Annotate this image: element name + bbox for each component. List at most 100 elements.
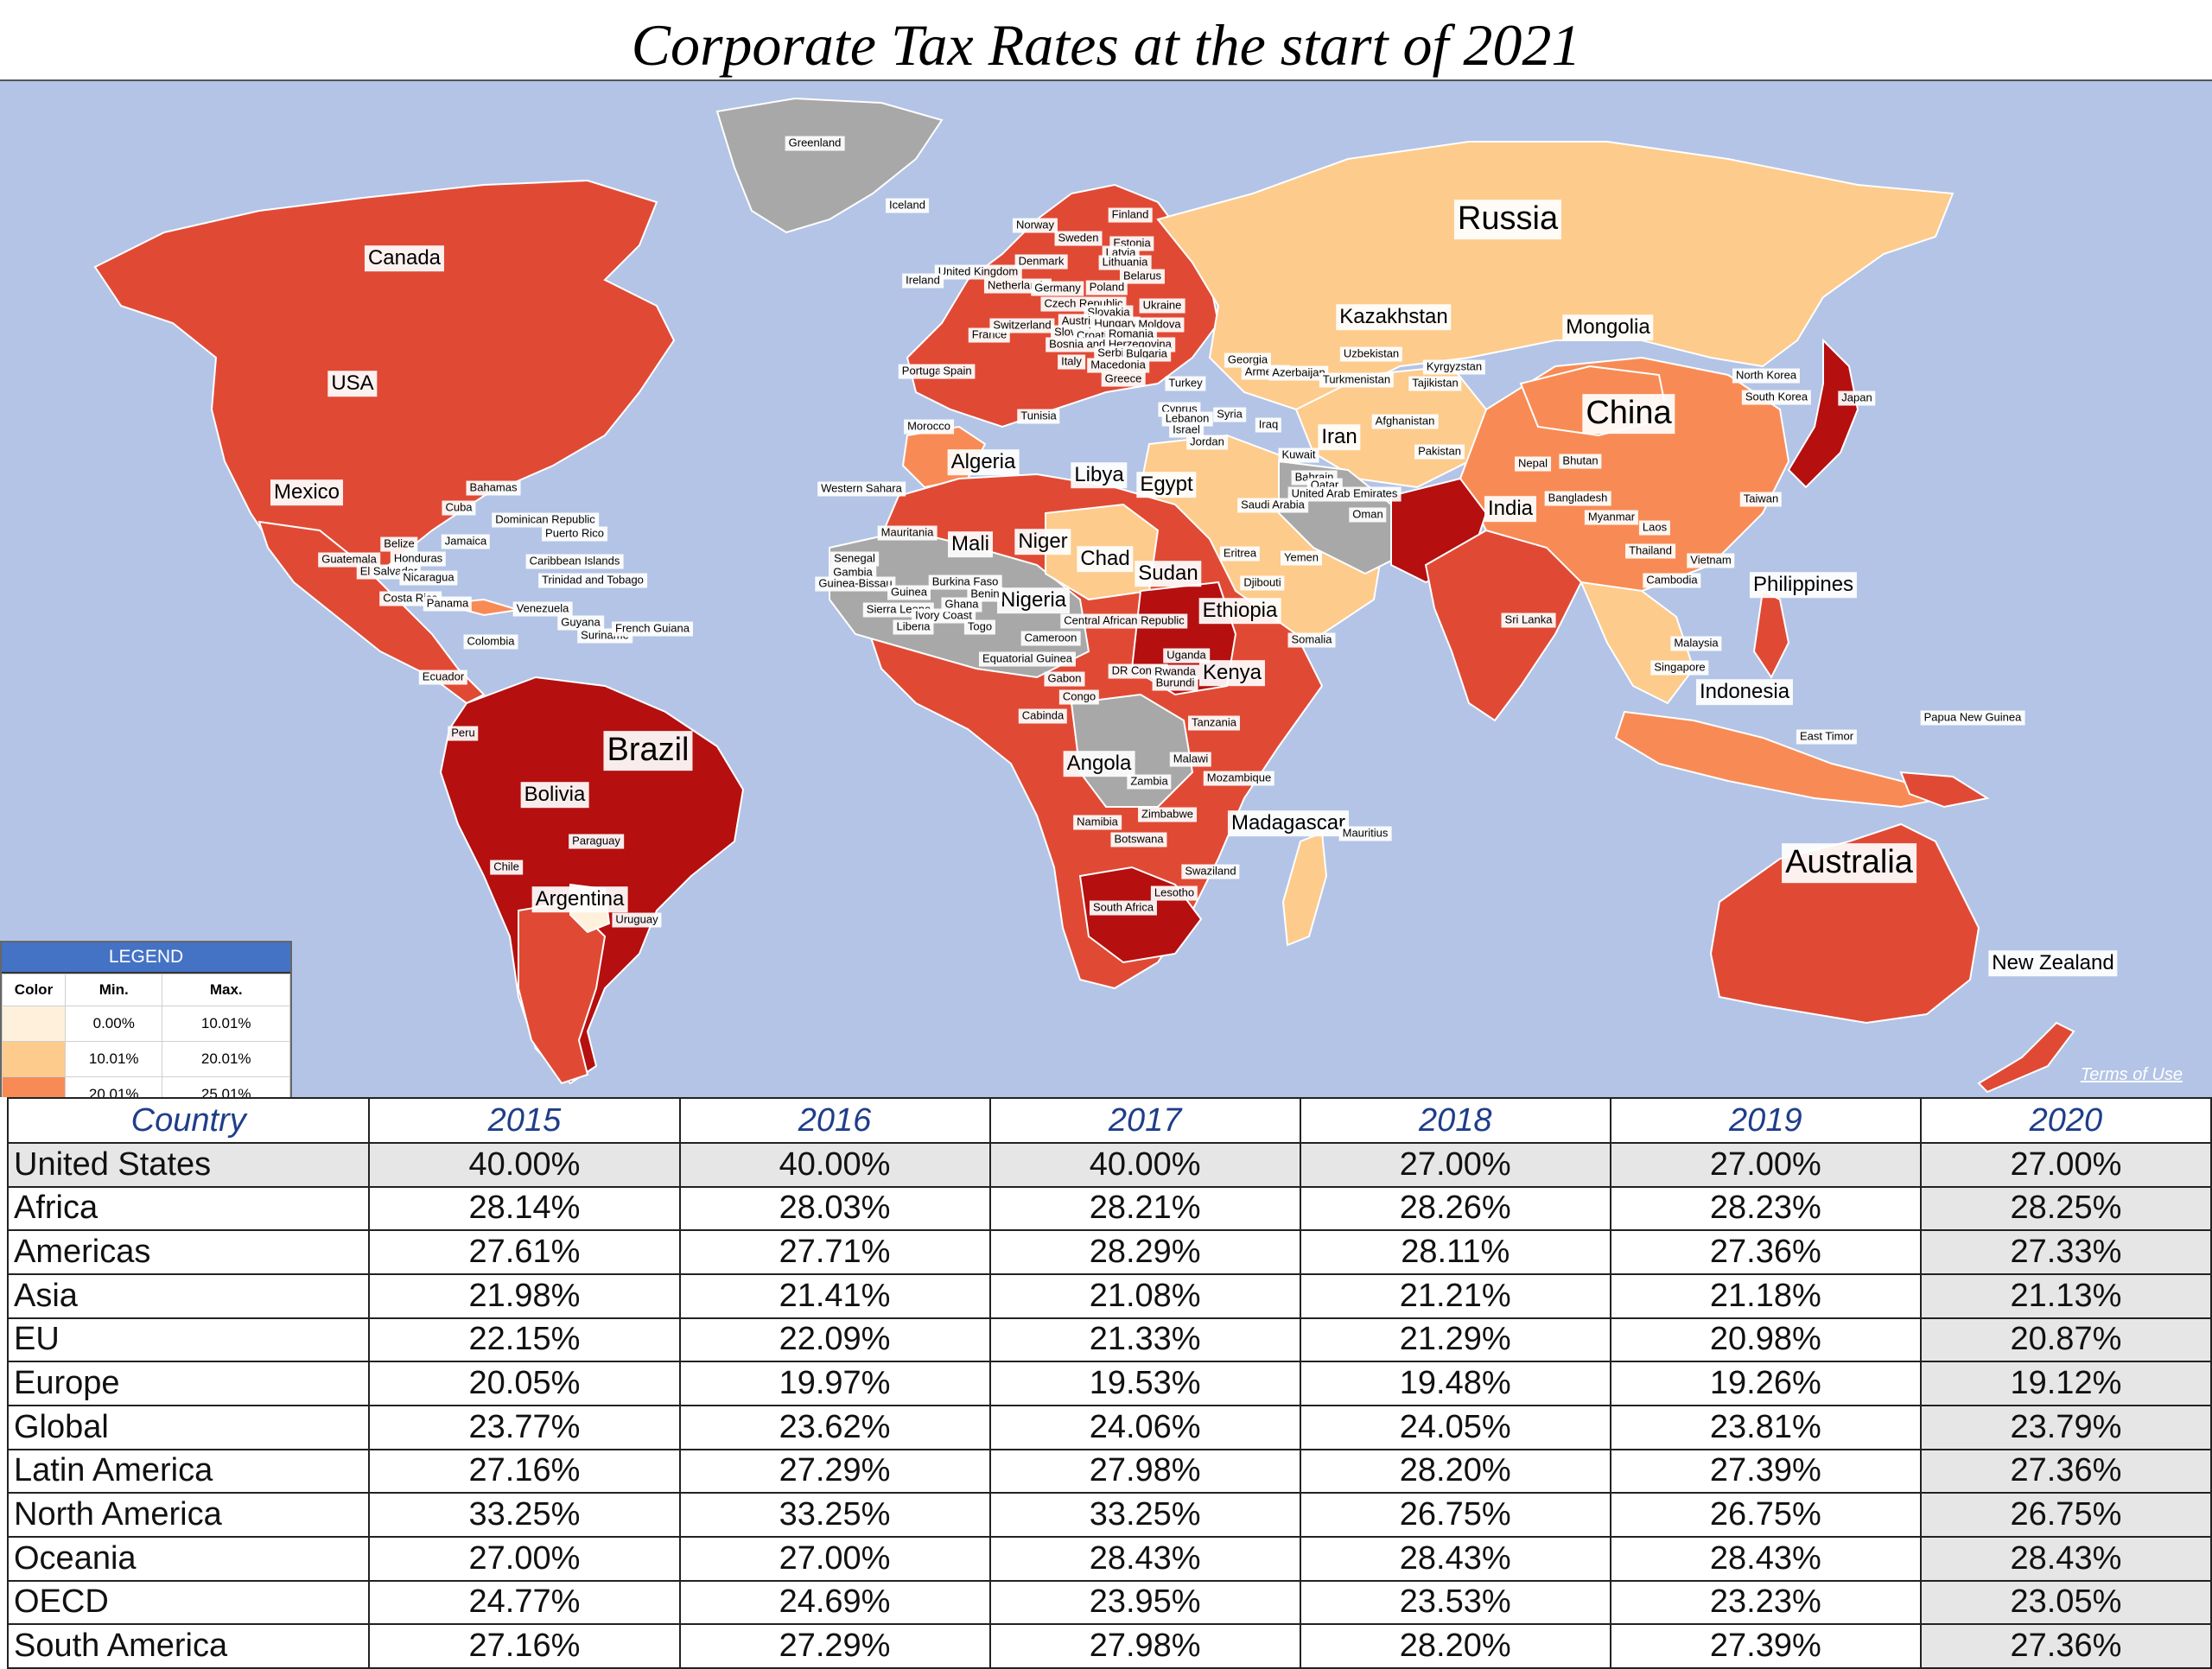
rate-cell: 27.00% <box>1299 1142 1611 1188</box>
country-label: Finland <box>1108 207 1153 223</box>
table-row: Asia 21.98% 21.41% 21.08% 21.21% 21.18% 21.13% <box>6 1272 2212 1319</box>
country-label: French Guiana <box>612 621 693 637</box>
rate-cell: 27.33% <box>1919 1229 2212 1275</box>
country-label: Guyana <box>557 615 604 631</box>
rate-cell: 28.03% <box>678 1185 991 1232</box>
rate-cell: 19.53% <box>988 1361 1301 1406</box>
region-papua-new-guinea[interactable] <box>1899 771 1990 809</box>
country-label: Western Sahara <box>817 481 906 497</box>
country-label: Israel <box>1169 422 1204 438</box>
region-new-zealand[interactable] <box>1977 1021 2075 1094</box>
legend-swatch <box>2 1041 66 1077</box>
legend-header-min: Min. <box>64 974 163 1006</box>
country-label: Zimbabwe <box>1138 807 1197 822</box>
country-label: Mongolia <box>1562 314 1654 340</box>
rate-cell: 27.36% <box>1919 1448 2212 1494</box>
country-label: Swaziland <box>1181 864 1240 879</box>
rate-cell: 21.21% <box>1299 1272 1611 1319</box>
country-label: Switzerland <box>989 318 1055 333</box>
country-label: Belarus <box>1119 269 1166 284</box>
row-country-name: Global <box>6 1404 371 1450</box>
country-label: Myanmar <box>1584 510 1639 525</box>
rate-cell: 22.09% <box>678 1317 991 1363</box>
country-label: Syria <box>1213 407 1246 422</box>
country-label: Brazil <box>603 731 693 771</box>
rate-cell: 21.13% <box>1919 1272 2212 1319</box>
country-label: Indonesia <box>1695 679 1794 705</box>
terms-of-use-link[interactable]: Terms of Use <box>2080 1065 2183 1084</box>
country-label: Angola <box>1063 751 1135 777</box>
country-label: Thailand <box>1625 543 1675 559</box>
region-north-america[interactable] <box>93 179 676 593</box>
country-label: China <box>1582 394 1675 434</box>
rate-cell: 40.00% <box>368 1142 681 1188</box>
rate-cell: 20.05% <box>368 1361 681 1406</box>
rate-cell: 28.43% <box>988 1535 1301 1582</box>
rate-cell: 27.00% <box>1919 1142 2212 1188</box>
rate-cell: 28.29% <box>988 1229 1301 1275</box>
legend-title: LEGEND <box>2 942 290 974</box>
country-label: Spain <box>939 364 976 379</box>
world-map: Russia China Brazil Australia Canada USA India… <box>0 79 2212 1097</box>
region-south-america[interactable] <box>439 676 745 1085</box>
country-label: Puerto Rico <box>542 526 607 542</box>
rate-cell: 23.95% <box>988 1579 1301 1626</box>
country-label: Australia <box>1782 843 1916 883</box>
rate-cell: 28.21% <box>988 1185 1301 1232</box>
region-greenland[interactable] <box>715 97 944 234</box>
rate-cell: 28.20% <box>1299 1448 1611 1494</box>
country-label: Rwanda <box>1151 664 1199 680</box>
country-label: Congo <box>1058 689 1100 705</box>
rate-cell: 21.41% <box>678 1272 991 1319</box>
country-label: Japan <box>1838 390 1876 406</box>
table-row: United States 40.00% 40.00% 40.00% 27.00% 27.… <box>6 1142 2212 1188</box>
region-madagascar[interactable] <box>1281 831 1328 947</box>
country-label: Mexico <box>270 479 344 505</box>
country-label: Jordan <box>1186 435 1228 450</box>
row-country-name: Oceania <box>6 1535 371 1582</box>
table-header-row: Country 2015 2016 2017 2018 2019 2020 <box>6 1097 2212 1144</box>
country-label: New Zealand <box>1988 950 2118 976</box>
header-2016: 2016 <box>678 1097 991 1144</box>
row-country-name: EU <box>6 1317 371 1363</box>
table-row: Oceania 27.00% 27.00% 28.43% 28.43% 28.43% 28.… <box>6 1535 2212 1582</box>
country-label: Lebanon <box>1161 411 1213 427</box>
rate-cell: 19.12% <box>1919 1361 2212 1406</box>
table-row: Europe 20.05% 19.97% 19.53% 19.48% 19.26% 19.1… <box>6 1361 2212 1406</box>
rate-cell: 21.98% <box>368 1272 681 1319</box>
rate-cell: 24.77% <box>368 1579 681 1626</box>
country-label: Djibouti <box>1240 575 1285 591</box>
rate-cell: 23.53% <box>1299 1579 1611 1626</box>
rate-cell: 27.61% <box>368 1229 681 1275</box>
region-philippines[interactable] <box>1752 589 1790 679</box>
country-label: Namibia <box>1073 815 1122 830</box>
tax-rate-table: Country 2015 2016 2017 2018 2019 2020 Un… <box>6 1097 2212 1669</box>
region-japan[interactable] <box>1787 338 1859 489</box>
country-label: Mauritania <box>877 525 938 541</box>
region-russia[interactable] <box>1156 141 1955 411</box>
rate-cell: 27.39% <box>1609 1623 1922 1669</box>
country-label: Belize <box>380 536 418 552</box>
header-country: Country <box>6 1097 371 1144</box>
choropleth-map <box>93 97 2075 1094</box>
country-label: Russia <box>1453 200 1562 239</box>
country-label: India <box>1484 496 1537 522</box>
row-country-name: United States <box>6 1142 371 1188</box>
country-label: Panama <box>423 596 473 612</box>
country-label: Nicaragua <box>399 570 458 586</box>
rate-cell: 23.05% <box>1919 1579 2212 1626</box>
rate-cell: 27.29% <box>678 1448 991 1494</box>
legend-max: 10.01% <box>162 1006 290 1042</box>
rate-cell: 28.43% <box>1919 1535 2212 1582</box>
country-label: Lesotho <box>1150 885 1198 901</box>
legend-max: 25.01% <box>162 1076 290 1097</box>
rate-cell: 40.00% <box>678 1142 991 1188</box>
country-label: Turkey <box>1165 376 1206 391</box>
region-indonesia[interactable] <box>1614 710 1948 809</box>
rate-cell: 21.33% <box>988 1317 1301 1363</box>
country-label: Iraq <box>1255 417 1282 433</box>
rate-cell: 19.48% <box>1299 1361 1611 1406</box>
country-label: Greenland <box>785 136 845 151</box>
country-label: Sri Lanka <box>1501 612 1556 628</box>
legend-min: 10.01% <box>64 1041 163 1077</box>
